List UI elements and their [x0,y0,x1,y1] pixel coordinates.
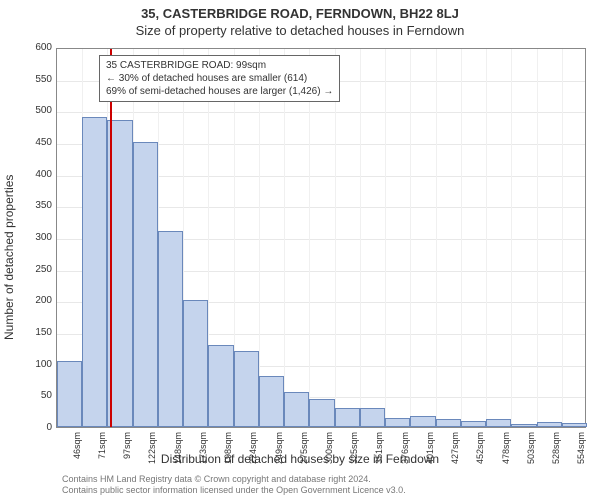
histogram-bar [461,421,486,427]
info-box-line1: 35 CASTERBRIDGE ROAD: 99sqm [106,59,333,72]
y-tick-label: 600 [12,42,52,53]
gridline-v [486,49,487,427]
histogram-bar [511,424,536,427]
histogram-bar [335,408,360,427]
gridline-v [511,49,512,427]
x-tick-label: 478sqm [501,432,511,472]
chart-subtitle: Size of property relative to detached ho… [0,21,600,44]
gridline-v [259,49,260,427]
histogram-bar [57,361,82,428]
histogram-bar [183,300,208,427]
info-box-line2: ← 30% of detached houses are smaller (61… [106,72,333,85]
y-tick-label: 450 [12,137,52,148]
histogram-bar [82,117,107,427]
gridline-v [385,49,386,427]
info-box: 35 CASTERBRIDGE ROAD: 99sqm← 30% of deta… [99,55,340,102]
attribution-line2: Contains public sector information licen… [62,485,406,496]
histogram-bar [158,231,183,427]
y-tick-label: 550 [12,74,52,85]
x-tick-label: 452sqm [475,432,485,472]
histogram-bar [284,392,309,427]
x-tick-label: 224sqm [248,432,258,472]
x-tick-label: 198sqm [223,432,233,472]
y-tick-label: 150 [12,327,52,338]
x-tick-label: 97sqm [122,432,132,472]
chart-plot-area: 35 CASTERBRIDGE ROAD: 99sqm← 30% of deta… [56,48,586,428]
histogram-bar [537,422,562,427]
x-tick-label: 173sqm [198,432,208,472]
gridline-h [57,112,585,113]
x-tick-label: 249sqm [274,432,284,472]
x-tick-label: 148sqm [173,432,183,472]
y-tick-label: 200 [12,295,52,306]
gridline-v [562,49,563,427]
histogram-bar [410,416,435,427]
histogram-bar [562,423,587,427]
gridline-v [461,49,462,427]
y-tick-label: 50 [12,390,52,401]
x-tick-label: 325sqm [349,432,359,472]
x-tick-label: 503sqm [526,432,536,472]
y-tick-label: 0 [12,422,52,433]
histogram-bar [436,419,461,427]
histogram-bar [234,351,259,427]
y-tick-label: 500 [12,105,52,116]
histogram-bar [486,419,511,427]
histogram-bar [309,399,334,428]
y-tick-label: 400 [12,169,52,180]
gridline-v [436,49,437,427]
y-tick-label: 350 [12,200,52,211]
histogram-bar [385,418,410,428]
address-title: 35, CASTERBRIDGE ROAD, FERNDOWN, BH22 8L… [0,0,600,21]
x-tick-label: 46sqm [72,432,82,472]
x-tick-label: 71sqm [97,432,107,472]
x-tick-label: 122sqm [147,432,157,472]
info-box-line3: 69% of semi-detached houses are larger (… [106,85,333,98]
x-tick-label: 351sqm [374,432,384,472]
histogram-bar [259,376,284,427]
gridline-v [335,49,336,427]
gridline-v [360,49,361,427]
attribution-text: Contains HM Land Registry data © Crown c… [62,474,406,496]
x-tick-label: 554sqm [576,432,586,472]
histogram-bar [360,408,385,427]
x-tick-label: 376sqm [400,432,410,472]
x-tick-label: 275sqm [299,432,309,472]
gridline-v [410,49,411,427]
x-tick-label: 427sqm [450,432,460,472]
gridline-v [537,49,538,427]
gridline-v [284,49,285,427]
histogram-bar [133,142,158,427]
x-tick-label: 528sqm [551,432,561,472]
x-tick-label: 300sqm [324,432,334,472]
property-marker-line [110,49,112,427]
histogram-bar [208,345,233,427]
gridline-v [309,49,310,427]
x-tick-label: 401sqm [425,432,435,472]
y-tick-label: 300 [12,232,52,243]
attribution-line1: Contains HM Land Registry data © Crown c… [62,474,406,485]
y-tick-label: 100 [12,359,52,370]
y-tick-label: 250 [12,264,52,275]
